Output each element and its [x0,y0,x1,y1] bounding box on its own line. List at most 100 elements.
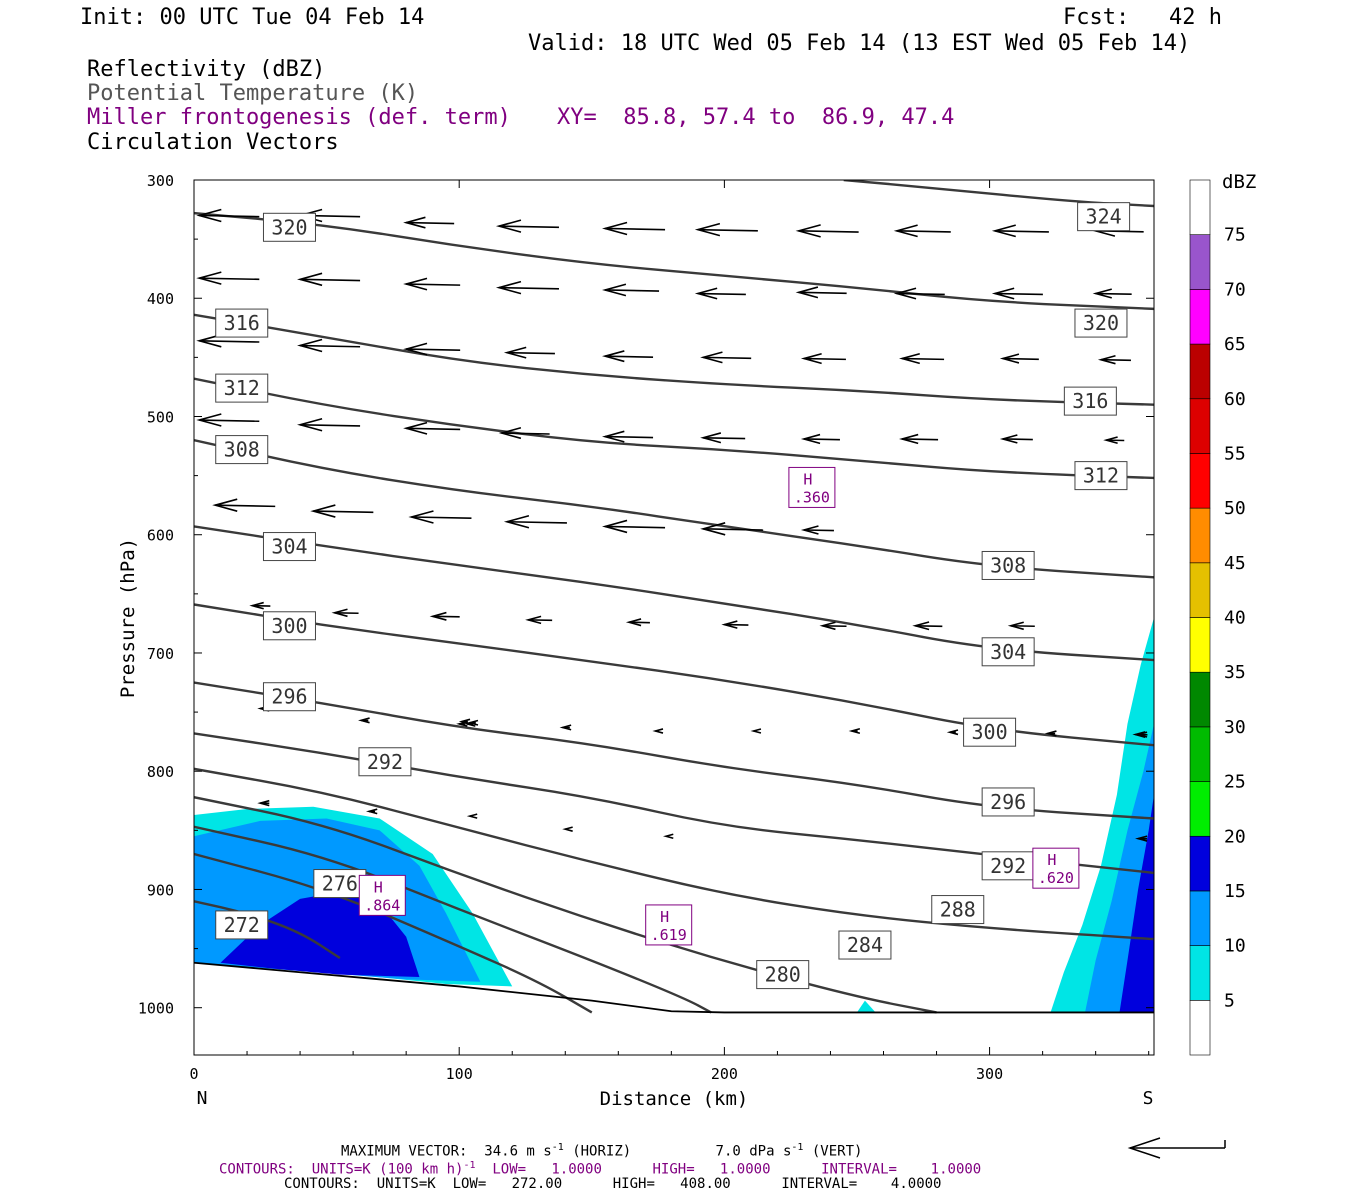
theta-contour-labels: 320 324 316 320 312 316 308 312 304 308 300 304 296 3… [215,202,1131,990]
reference-vector [1127,1137,1226,1159]
frontogenesis-high-marker: H.864 [358,874,406,916]
circulation-vector [297,272,361,287]
x-tick-label: 200 [711,1065,738,1083]
theta-contour-284 [194,796,937,1014]
circulation-vector [1097,354,1131,365]
circulation-vector [310,504,374,518]
theta-label-300: 300 [963,717,1017,747]
contours1-interval: INTERVAL= 1.0000 [821,1161,982,1178]
contours1-units: CONTOURS: UNITS=K (100 km h) [219,1161,464,1178]
circulation-vector [498,427,550,440]
contours2-high: HIGH= 408.00 [612,1176,731,1192]
colorbar-level-label: 20 [1224,826,1246,847]
theta-label-292: 292 [981,851,1035,881]
theta-label-280: 280 [756,960,810,990]
circulation-vector [1044,730,1057,737]
reflectivity-area-5dbz [856,1000,876,1013]
contours1-low: LOW= 1.0000 [492,1161,602,1178]
max-vector-vert: 7.0 dPa s [715,1143,792,1160]
circulation-vector [899,352,945,365]
circulation-vector [912,621,943,631]
high-value: .864 [364,896,400,914]
colorbar-swatch [1189,289,1211,345]
max-vector-vert-tag: (VERT) [811,1143,863,1160]
colorbar-level-label: 55 [1224,443,1246,464]
theta-label-text: 320 [1083,311,1119,335]
circulation-vector [408,510,472,524]
circulation-vector [602,350,654,363]
theta-label-276: 276 [313,869,367,899]
circulation-vector [663,833,674,839]
colorbar-swatch [1189,179,1211,235]
circulation-vector [495,219,559,233]
circulation-vector [991,287,1043,300]
theta-label-text: 272 [224,913,260,937]
theta-label-text: 300 [972,720,1008,744]
circulation-vector [403,342,461,356]
exp-vert: -1 [791,1142,804,1153]
theta-label-320: 320 [262,212,316,242]
y-tick-label: 600 [147,527,174,545]
colorbar-swatch [1189,726,1211,782]
circulation-vector [403,277,461,291]
theta-label-272: 272 [215,910,269,940]
high-letter: H [374,878,383,896]
theta-label-text: 308 [990,553,1026,577]
circulation-vector [196,413,260,427]
exp-horiz: -1 [551,1142,564,1153]
high-letter: H [803,470,812,488]
max-vector-line: MAXIMUM VECTOR: 34.6 m s-1 (HORIZ) 7.0 d… [341,1140,862,1160]
circulation-vector [700,432,746,444]
theta-label-text: 312 [224,376,260,400]
circulation-vector [694,287,746,300]
circulation-vector [559,724,572,731]
circulation-vector [893,224,951,238]
circulation-vector [1135,731,1148,738]
contours2-interval: INTERVAL= 4.0000 [781,1176,942,1192]
circulation-vector [700,522,764,536]
theta-contour-324 [843,180,1154,208]
high-letter: H [660,908,669,926]
theta-label-text: 296 [990,790,1026,814]
theta-label-text: 296 [271,685,307,709]
circulation-vector [495,280,559,295]
colorbar-swatch [1189,890,1211,946]
theta-label-text: 312 [1083,464,1119,488]
circulation-vector [991,224,1049,238]
circulation-vector [700,351,752,364]
field-reflectivity-label: Reflectivity (dBZ) [87,57,326,82]
theta-label-text: 308 [224,438,260,462]
frontogenesis-high-marker: H.360 [788,466,836,508]
high-value: .360 [794,488,830,506]
circulation-vector [503,346,555,359]
axes: 300 400 500 600 700 800 900 1000 0 100 200 300 [138,172,1154,1083]
theta-label-text: 292 [367,750,403,774]
theta-label-320: 320 [1074,308,1128,338]
theta-label-292: 292 [358,747,412,777]
circulation-vector [297,338,361,353]
theta-label-312: 312 [1074,461,1128,491]
colorbar-swatch [1189,945,1211,1001]
theta-label-312: 312 [215,373,269,403]
y-tick-label: 700 [147,645,174,663]
theta-contour-316 [194,313,1154,406]
contours2-units: CONTOURS: UNITS=K LOW= 272.00 [284,1176,563,1192]
circulation-vector [466,813,478,819]
y-tick-label: 1000 [138,1000,174,1018]
circulation-vector [602,430,654,443]
circulation-vector [800,352,846,365]
colorbar-level-label: 5 [1224,990,1235,1011]
colorbar-level-label: 50 [1224,498,1246,519]
circulation-vector [365,808,378,815]
contours1-high: HIGH= 1.0000 [652,1161,771,1178]
colorbar-swatch [1189,671,1211,728]
x-tick-label: 0 [189,1065,198,1083]
colorbar-level-label: 60 [1224,389,1246,410]
theta-label-316: 316 [1063,386,1117,416]
theta-contour-280 [194,825,713,1014]
circulation-vector [196,334,260,348]
theta-label-308: 308 [981,550,1035,580]
theta-label-text: 324 [1086,205,1122,229]
colorbar-swatch [1189,343,1211,400]
